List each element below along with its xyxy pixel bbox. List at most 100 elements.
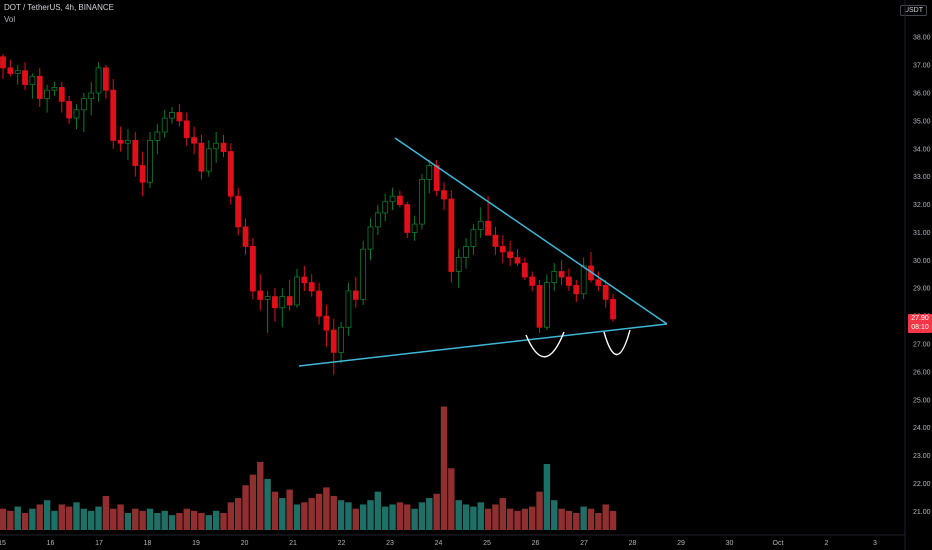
candle-body <box>529 276 536 286</box>
volume-bar <box>102 495 110 530</box>
time-axis[interactable]: 15 16 17 18 19 20 21 22 23 24 25 26 27 28 29 30 Oct 2 3 <box>0 534 905 547</box>
volume-bar <box>587 508 595 530</box>
price-tick-label: 23.00 <box>913 453 931 460</box>
volume-bars <box>0 406 617 530</box>
volume-bar <box>271 491 279 530</box>
time-tick-label: 18 <box>144 540 152 547</box>
candle-body <box>132 140 139 166</box>
candle-down <box>404 201 411 239</box>
candle-body <box>352 290 359 300</box>
candle-up <box>205 140 212 177</box>
bottom-arc-right[interactable] <box>603 329 631 356</box>
volume-bar <box>73 502 80 530</box>
candle-up <box>154 123 161 155</box>
candle-up <box>477 207 484 239</box>
candle-body <box>286 296 293 306</box>
resistance-trendline[interactable] <box>394 137 668 325</box>
candle-body <box>176 112 183 122</box>
candle-down <box>448 190 455 283</box>
candle-body <box>161 117 168 133</box>
candle-down <box>227 143 234 205</box>
candle-body <box>558 271 565 278</box>
candle-body <box>566 276 572 286</box>
candle-body <box>220 142 227 152</box>
volume-bar <box>404 504 411 530</box>
candle-body <box>205 148 212 172</box>
candle-up <box>213 132 220 163</box>
volume-bar <box>235 498 242 530</box>
candle-body <box>308 282 315 292</box>
volume-bar <box>426 498 433 530</box>
candle-body <box>249 245 256 292</box>
volume-bar <box>43 500 51 530</box>
volume-bar <box>168 515 176 530</box>
candle-body <box>536 285 543 328</box>
candle-down <box>499 235 506 264</box>
volume-bar <box>58 504 65 530</box>
candle-body <box>507 251 514 258</box>
candle-body <box>183 120 190 139</box>
candle-down <box>558 260 565 286</box>
volume-bar <box>374 491 382 530</box>
candle-up <box>125 129 131 160</box>
candle-body <box>29 75 36 86</box>
candle-body <box>14 70 21 74</box>
volume-bar <box>212 510 220 530</box>
volume-bar <box>389 504 396 530</box>
candle-body <box>419 179 425 225</box>
candle-body <box>139 165 146 183</box>
candle-up <box>80 93 87 133</box>
volume-bar <box>484 508 492 530</box>
candle-body <box>272 296 278 309</box>
candle-down <box>573 279 580 303</box>
candle-down <box>117 126 124 152</box>
price-scale[interactable]: 38.00 37.00 36.00 35.00 34.00 33.00 32.00 31.00… <box>904 0 931 550</box>
candle-down <box>514 249 521 266</box>
volume-bar <box>14 506 21 530</box>
bottom-arc-left[interactable] <box>525 331 565 358</box>
candle-body <box>330 329 337 353</box>
candle-body <box>110 89 117 141</box>
volume-bar <box>345 502 352 530</box>
candle-down <box>507 240 514 266</box>
volume-bar <box>433 493 440 530</box>
candle-body <box>595 279 602 286</box>
current-price-value: 27.90 <box>911 315 929 322</box>
candle-down <box>36 67 43 107</box>
currency-button[interactable]: USDT <box>899 5 927 16</box>
candle-down <box>485 196 492 236</box>
candle-body <box>235 195 242 228</box>
candle-down <box>352 277 359 308</box>
volume-bar <box>124 512 132 530</box>
volume-bar <box>264 478 271 530</box>
candle-up <box>294 268 300 308</box>
candle-up <box>14 65 21 85</box>
candle-up <box>95 62 102 102</box>
candle-up <box>147 132 153 188</box>
symbol-title[interactable]: DOT / TetherUS, 4h, BINANCE <box>4 3 114 12</box>
candle-body <box>485 220 492 236</box>
candle-body <box>294 276 300 306</box>
volume-indicator-label[interactable]: Vol <box>4 15 16 24</box>
candle-body <box>470 229 477 247</box>
volume-bar <box>198 512 205 530</box>
volume-bar <box>227 502 235 530</box>
volume-bar <box>183 508 190 530</box>
candle-body <box>477 220 484 231</box>
candle-body <box>544 282 550 328</box>
time-tick-label: Oct <box>773 540 784 547</box>
candle-body <box>573 285 580 295</box>
volume-bar <box>558 508 565 530</box>
candle-body <box>441 190 447 200</box>
candle-down <box>521 257 528 280</box>
candle-body <box>382 201 389 214</box>
volume-bar <box>455 500 462 530</box>
candle-down <box>22 62 28 91</box>
candle-up <box>455 249 462 289</box>
candle-up <box>463 238 469 269</box>
candle-down <box>220 134 227 158</box>
candle-body <box>433 165 440 192</box>
support-trendline[interactable] <box>298 323 668 367</box>
volume-bar <box>308 498 315 530</box>
